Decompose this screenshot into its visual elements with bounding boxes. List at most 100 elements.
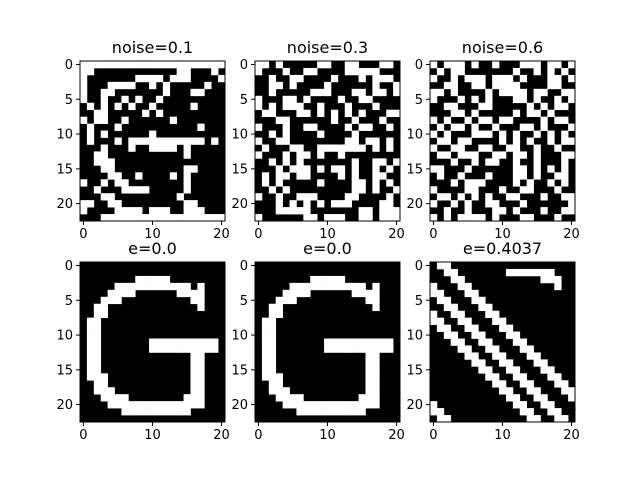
- pixel: [457, 317, 465, 325]
- pixel: [547, 81, 555, 90]
- pixel: [190, 296, 198, 305]
- pixel: [93, 324, 102, 332]
- pixel: [430, 165, 438, 173]
- pixel: [485, 172, 493, 180]
- pixel: [289, 289, 297, 298]
- pixel: [485, 303, 493, 312]
- pixel: [512, 394, 521, 402]
- pixel: [183, 144, 191, 152]
- pixel: [464, 207, 472, 215]
- panel-title: noise=0.6: [462, 38, 543, 57]
- pixel: [344, 109, 353, 118]
- pixel: [568, 151, 576, 159]
- pixel: [358, 95, 366, 104]
- pixel: [86, 366, 95, 374]
- pixel: [443, 81, 452, 90]
- pixel: [471, 109, 479, 118]
- y-tick-label: 5: [240, 294, 248, 309]
- pixel: [218, 74, 226, 83]
- y-tick-label: 20: [231, 197, 248, 212]
- pixel: [80, 95, 88, 104]
- pixel: [512, 95, 521, 104]
- pixel: [86, 338, 95, 346]
- pixel: [512, 179, 521, 187]
- pixel: [499, 88, 507, 97]
- pixel: [149, 282, 157, 291]
- pixel: [443, 415, 452, 423]
- pixel: [512, 81, 521, 90]
- pixel: [554, 144, 562, 152]
- y-tick-label: 10: [231, 128, 248, 143]
- pixel: [478, 214, 486, 222]
- pixel: [330, 116, 339, 124]
- y-tick-label: 0: [415, 58, 423, 73]
- pixel: [155, 275, 164, 284]
- pixel: [337, 95, 346, 104]
- pixel: [190, 289, 198, 298]
- pixel: [436, 408, 445, 416]
- pixel: [372, 137, 380, 145]
- pixel: [519, 373, 528, 381]
- pixel: [450, 338, 458, 346]
- pixel: [499, 359, 507, 367]
- pixel: [372, 102, 380, 111]
- pixel: [519, 123, 528, 131]
- pixel: [268, 88, 277, 97]
- pixel: [492, 380, 500, 388]
- pixel: [485, 144, 493, 152]
- pixel: [107, 165, 115, 173]
- pixel: [197, 137, 205, 145]
- pixel: [190, 200, 198, 208]
- pixel: [568, 394, 576, 402]
- pixel: [358, 401, 366, 409]
- pixel: [436, 193, 445, 201]
- pixel: [317, 144, 325, 152]
- pixel: [450, 109, 458, 118]
- pixel: [554, 380, 562, 388]
- pixel: [540, 207, 548, 215]
- x-tick-label: 20: [563, 227, 580, 242]
- pixel: [296, 207, 304, 215]
- pixel: [372, 74, 380, 83]
- pixel: [554, 373, 562, 381]
- pixel: [526, 408, 534, 416]
- pixel: [289, 95, 297, 104]
- pixel: [296, 158, 304, 166]
- pixel: [142, 61, 150, 69]
- pixel: [568, 88, 576, 97]
- pixel: [344, 102, 353, 111]
- pixel: [379, 338, 387, 346]
- pixel: [464, 289, 472, 298]
- pixel: [430, 116, 438, 124]
- pixel: [197, 359, 205, 367]
- pixel: [169, 144, 178, 152]
- y-tick-label: 10: [56, 128, 73, 143]
- pixel: [275, 172, 283, 180]
- pixel: [547, 137, 555, 145]
- pixel: [324, 338, 332, 346]
- pixel: [93, 151, 102, 159]
- panel-title: noise=0.1: [112, 38, 193, 57]
- pixel: [86, 373, 95, 381]
- pixel: [135, 214, 143, 222]
- pixel: [121, 95, 129, 104]
- pixel: [324, 81, 332, 90]
- pixel: [317, 102, 325, 111]
- pixel: [519, 214, 528, 222]
- pixel: [183, 338, 191, 346]
- pixel: [372, 67, 380, 76]
- pixel: [149, 130, 157, 138]
- pixel: [289, 401, 297, 409]
- pixel: [275, 81, 283, 90]
- pixel: [471, 130, 479, 138]
- x-tick-label: 0: [254, 428, 262, 443]
- pixel: [358, 338, 366, 346]
- pixel: [499, 317, 507, 325]
- x-tick-label: 10: [144, 428, 161, 443]
- pixel: [282, 207, 290, 215]
- pixel: [464, 282, 472, 291]
- pixel: [107, 296, 115, 305]
- pixel: [443, 137, 452, 145]
- pixel: [275, 310, 283, 319]
- pixel: [471, 81, 479, 90]
